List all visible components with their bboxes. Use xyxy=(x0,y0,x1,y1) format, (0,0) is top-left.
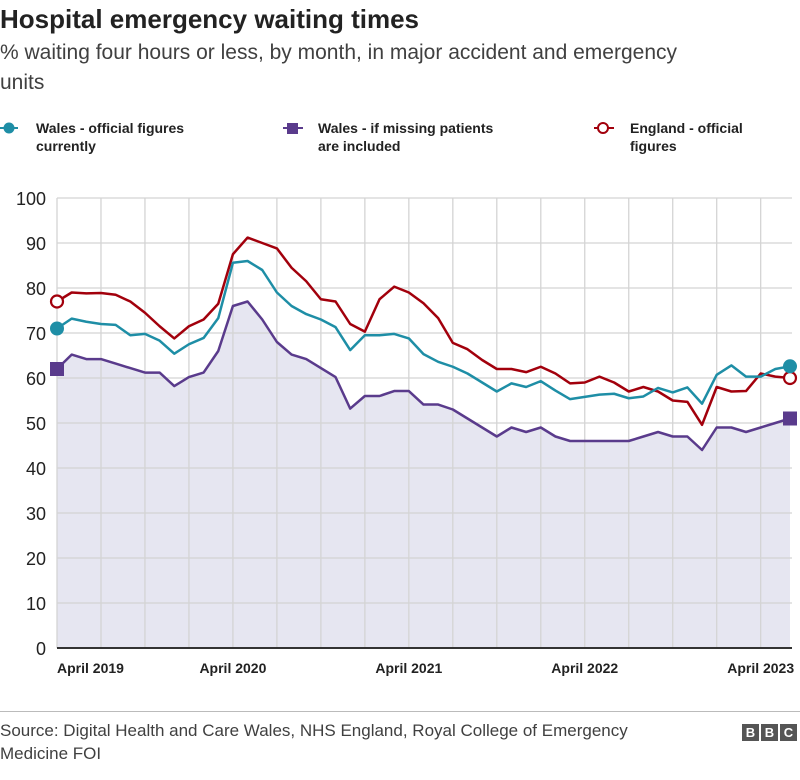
y-tick-label: 20 xyxy=(26,549,46,569)
series-line xyxy=(56,236,791,427)
y-tick-label: 80 xyxy=(26,279,46,299)
filled-square-icon xyxy=(283,123,303,134)
series-line xyxy=(56,259,791,405)
chart-subtitle: % waiting four hours or less, by month, … xyxy=(0,41,677,94)
x-tick-label: April 2019 xyxy=(57,660,124,676)
y-tick-label: 100 xyxy=(16,189,46,209)
y-tick-label: 40 xyxy=(26,459,46,479)
series-line xyxy=(56,300,791,452)
y-tick-label: 10 xyxy=(26,594,46,614)
legend-label: Wales - official figures currently xyxy=(36,120,185,154)
area-fill xyxy=(57,301,790,648)
line-chart: 0 10 20 30 40 50 60 70 80 90 100 April 2019 April 20… xyxy=(16,189,798,676)
legend-label: Wales - if missing patients are included xyxy=(318,120,494,154)
x-tick-label: April 2023 xyxy=(727,660,794,676)
y-tick-label: 30 xyxy=(26,504,46,524)
x-tick-label: April 2022 xyxy=(551,660,618,676)
y-tick-label: 0 xyxy=(36,639,46,659)
y-tick-label: 90 xyxy=(26,234,46,254)
data-point-marker xyxy=(782,370,798,386)
footer-divider xyxy=(0,711,800,712)
data-point-marker xyxy=(783,411,797,426)
data-point-marker xyxy=(50,321,64,336)
chart-title: Hospital emergency waiting times xyxy=(0,4,420,34)
data-point-marker xyxy=(49,294,65,309)
x-tick-label: April 2021 xyxy=(375,660,442,676)
y-tick-label: 60 xyxy=(26,369,46,389)
source-note: Source: Digital Health and Care Wales, N… xyxy=(0,721,628,763)
legend-label: England - official figures xyxy=(630,120,743,154)
y-tick-label: 70 xyxy=(26,324,46,344)
open-circle-icon xyxy=(594,122,614,134)
x-tick-label: April 2020 xyxy=(199,660,266,676)
filled-circle-icon xyxy=(0,122,18,134)
data-point-marker xyxy=(50,362,64,376)
y-tick-label: 50 xyxy=(26,414,46,434)
data-point-marker xyxy=(783,359,797,374)
